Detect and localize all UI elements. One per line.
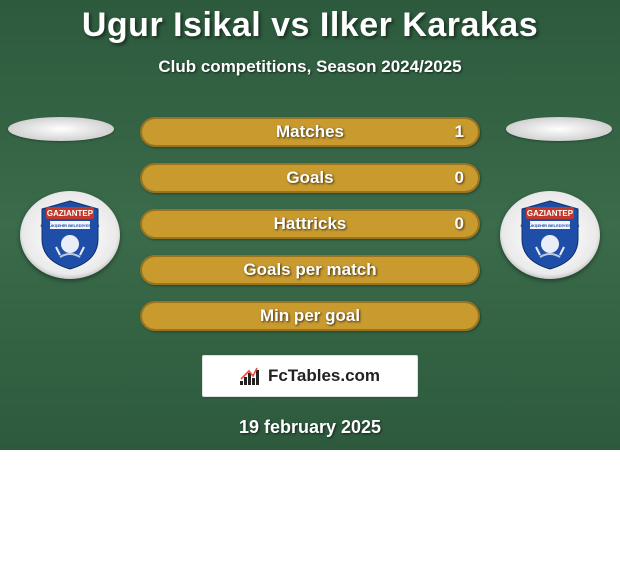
club-badge-right: GAZIANTEP BÜYÜKŞEHİR BELEDİYESPOR — [500, 191, 600, 279]
stat-bar: Matches1 — [140, 117, 480, 147]
stat-bar: Goals per match — [140, 255, 480, 285]
brand-box: FcTables.com — [202, 355, 418, 397]
background-bottom — [0, 450, 620, 580]
stat-bar-value: 0 — [455, 165, 464, 191]
svg-text:GAZIANTEP: GAZIANTEP — [527, 209, 574, 218]
content: Ugur Isikal vs Ilker Karakas Club compet… — [0, 0, 620, 438]
club-shield-icon: GAZIANTEP BÜYÜKŞEHİR BELEDİYESPOR — [518, 199, 582, 271]
stat-bars: Matches1Goals0Hattricks0Goals per matchM… — [140, 117, 480, 331]
stat-bar-label: Hattricks — [142, 211, 478, 237]
club-badge-left: GAZIANTEP BÜYÜKŞEHİR BELEDİYESPOR — [20, 191, 120, 279]
page-title: Ugur Isikal vs Ilker Karakas — [0, 0, 620, 45]
date-text: 19 february 2025 — [0, 417, 620, 438]
stat-bar-value: 0 — [455, 211, 464, 237]
comparison-stage: GAZIANTEP BÜYÜKŞEHİR BELEDİYESPOR GAZIAN… — [0, 117, 620, 337]
stat-bar-label: Min per goal — [142, 303, 478, 329]
brand-text: FcTables.com — [268, 366, 380, 386]
brand-chart-icon — [240, 367, 262, 385]
subtitle: Club competitions, Season 2024/2025 — [0, 57, 620, 77]
stat-bar-label: Goals — [142, 165, 478, 191]
stat-bar-label: Goals per match — [142, 257, 478, 283]
svg-text:BÜYÜKŞEHİR BELEDİYESPOR: BÜYÜKŞEHİR BELEDİYESPOR — [521, 223, 580, 228]
stat-bar-label: Matches — [142, 119, 478, 145]
stat-bar-value: 1 — [455, 119, 464, 145]
stat-bar: Goals0 — [140, 163, 480, 193]
stat-bar: Hattricks0 — [140, 209, 480, 239]
stat-bar: Min per goal — [140, 301, 480, 331]
svg-text:GAZIANTEP: GAZIANTEP — [47, 209, 94, 218]
club-shield-icon: GAZIANTEP BÜYÜKŞEHİR BELEDİYESPOR — [38, 199, 102, 271]
player-spot-right — [506, 117, 612, 141]
player-spot-left — [8, 117, 114, 141]
svg-text:BÜYÜKŞEHİR BELEDİYESPOR: BÜYÜKŞEHİR BELEDİYESPOR — [41, 223, 100, 228]
